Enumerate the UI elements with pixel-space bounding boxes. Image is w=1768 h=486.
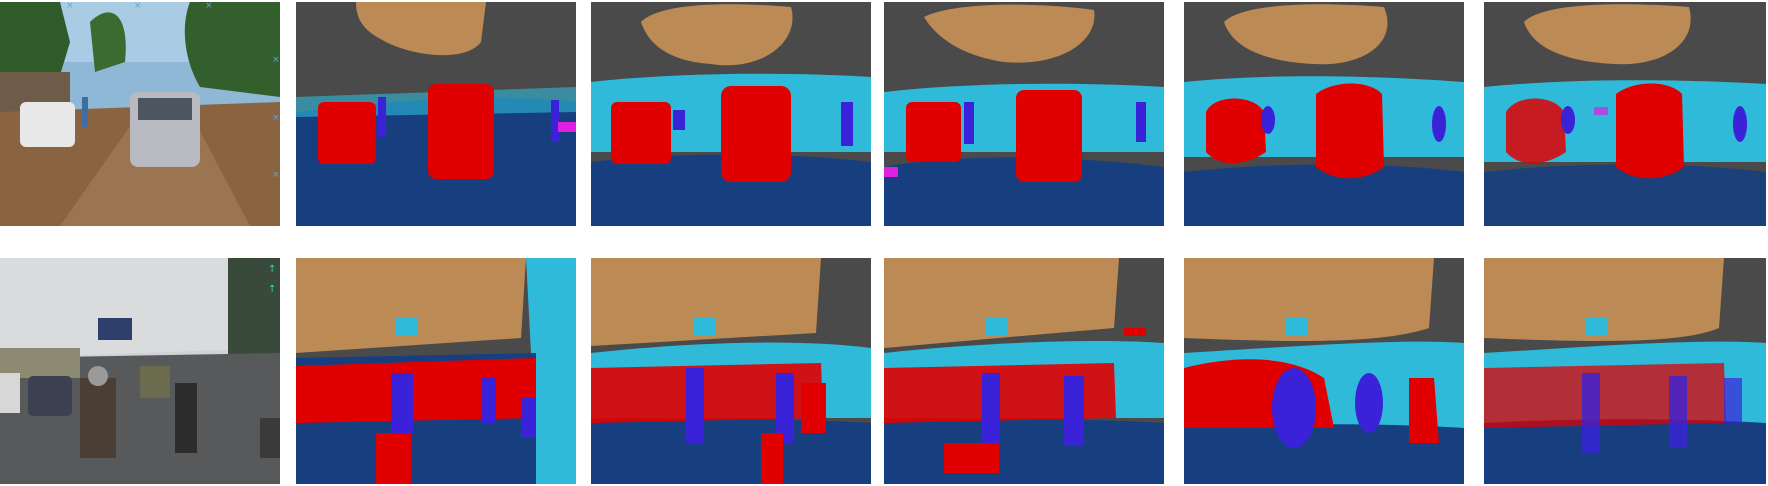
figure-row-2: ↑ ↑ xyxy=(0,256,1768,486)
segmentation-map-4 xyxy=(1184,2,1464,226)
svg-text:×: × xyxy=(205,2,213,11)
segmentation-map-8 xyxy=(884,258,1164,484)
svg-text:×: × xyxy=(134,2,142,11)
segmentation-map-5 xyxy=(1484,2,1766,226)
input-photo-dirt-road: × × × × × × × × × xyxy=(0,2,280,226)
svg-text:×: × xyxy=(272,113,280,123)
svg-text:↑: ↑ xyxy=(268,264,276,275)
segmentation-map-6 xyxy=(296,258,576,484)
segmentation-map-10 xyxy=(1484,258,1766,484)
input-photo-city-street: ↑ ↑ xyxy=(0,258,280,484)
svg-text:×: × xyxy=(66,225,74,226)
svg-text:×: × xyxy=(272,170,280,180)
svg-text:×: × xyxy=(272,55,280,65)
svg-text:×: × xyxy=(205,225,213,226)
svg-text:↑: ↑ xyxy=(268,284,276,295)
segmentation-map-2 xyxy=(591,2,871,226)
svg-text:×: × xyxy=(66,2,74,11)
segmentation-map-7 xyxy=(591,258,871,484)
svg-text:×: × xyxy=(134,225,142,226)
figure-row-1: × × × × × × × × × xyxy=(0,0,1768,228)
segmentation-map-1 xyxy=(296,2,576,226)
segmentation-map-9 xyxy=(1184,258,1464,484)
segmentation-map-3 xyxy=(884,2,1164,226)
